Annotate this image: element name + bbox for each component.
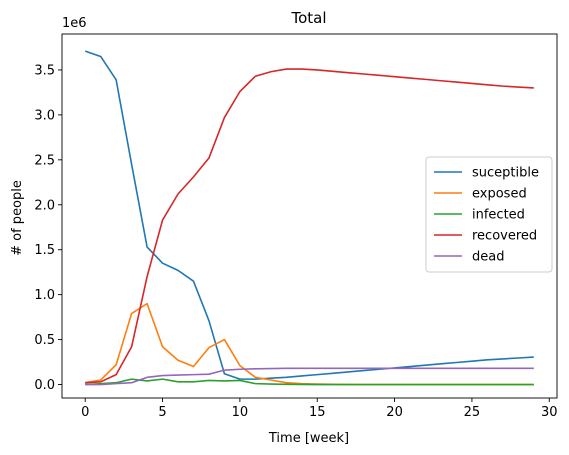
legend-label-infected: infected [472,208,525,223]
series-line-recovered [85,68,534,384]
x-tick-label: 30 [541,405,558,420]
y-tick-label: 3.5 [34,63,55,78]
y-tick-label: 3.0 [34,108,55,123]
x-axis-title: Time [week] [268,431,349,446]
legend-label-recovered: recovered [472,229,537,244]
y-tick-label: 2.0 [34,198,55,213]
series-line-infected [85,378,534,386]
y-tick-label: 1.5 [34,243,55,258]
y-tick-label: 0.0 [34,378,55,393]
x-tick-label: 0 [81,405,89,420]
x-tick-label: 25 [464,405,481,420]
axes-frame [61,33,558,399]
series-line-suceptible [84,50,534,380]
legend-box [425,156,553,273]
legend-label-exposed: exposed [472,187,527,202]
x-tick-label: 20 [386,405,403,420]
y-offset-label: 1e6 [62,16,87,31]
y-tick-label: 2.5 [34,153,55,168]
y-tick-label: 0.5 [34,333,55,348]
chart-title: Total [290,9,326,27]
x-tick-label: 10 [232,405,249,420]
legend-label-suceptible: suceptible [472,166,539,181]
plot-area: 0 5 10 15 20 25 30 0.0 0.5 1.0 1.5 2.0 2.5 3.0 3.5 [34,33,558,420]
x-tick-label: 15 [309,405,326,420]
y-tick-label: 1.0 [34,288,55,303]
x-tick-label: 5 [158,405,166,420]
y-axis-title: # of people [10,180,25,256]
legend: suceptible exposed infected recovered dead [425,156,553,273]
series-line-dead [85,367,534,386]
legend-label-dead: dead [472,250,504,265]
